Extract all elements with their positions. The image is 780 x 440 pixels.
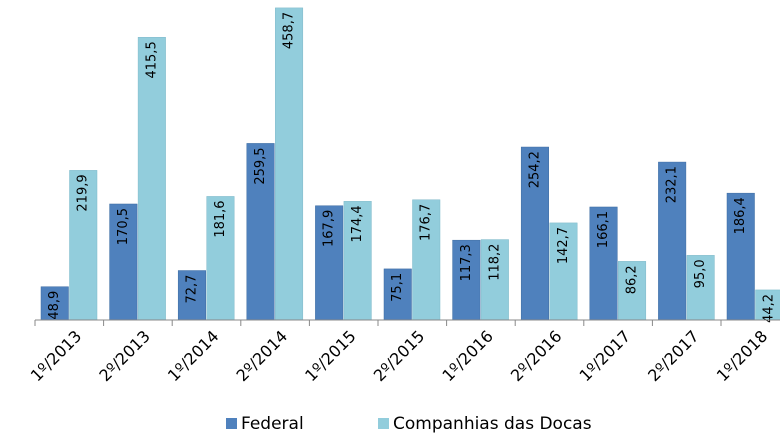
bar <box>686 255 715 321</box>
data-label: 415,5 <box>144 41 159 78</box>
bar <box>658 161 687 321</box>
x-tick-label: 1º/2014 <box>164 327 223 386</box>
bar <box>412 199 441 321</box>
data-label: 167,9 <box>322 210 337 247</box>
data-label: 170,5 <box>116 208 131 245</box>
data-label: 259,5 <box>253 147 268 184</box>
bar <box>246 143 275 321</box>
data-label: 181,6 <box>213 200 228 237</box>
data-label: 186,4 <box>733 197 748 234</box>
bar <box>206 196 235 321</box>
x-tick-label: 2º/2013 <box>95 327 154 386</box>
bar <box>726 192 755 321</box>
legend-swatch <box>378 418 389 429</box>
x-tick-label: 2º/2014 <box>233 327 292 386</box>
data-label: 95,0 <box>693 259 708 288</box>
bar <box>343 201 372 321</box>
data-label: 72,7 <box>184 275 199 304</box>
bar <box>109 203 138 321</box>
bar <box>69 170 98 321</box>
legend-label: Companhias das Docas <box>393 414 592 434</box>
x-tick-label: 1º/2015 <box>301 327 360 386</box>
data-label: 75,1 <box>390 273 405 302</box>
x-tick-label: 1º/2016 <box>438 327 497 386</box>
data-label: 86,2 <box>625 265 640 294</box>
bar <box>275 7 304 321</box>
data-label: 166,1 <box>596 211 611 248</box>
data-label: 232,1 <box>665 166 680 203</box>
x-tick-label: 1º/2018 <box>713 327 772 386</box>
x-tick-label: 1º/2017 <box>576 327 635 386</box>
x-tick-label: 2º/2015 <box>370 327 429 386</box>
bar <box>40 286 69 321</box>
bar <box>315 205 344 321</box>
data-label: 176,7 <box>419 204 434 241</box>
data-label: 458,7 <box>282 12 297 49</box>
x-tick-label: 1º/2013 <box>27 327 86 386</box>
bar <box>137 37 166 321</box>
data-label: 219,9 <box>76 174 91 211</box>
x-tick-label: 2º/2016 <box>507 327 566 386</box>
data-label: 142,7 <box>556 227 571 264</box>
x-tick-label: 2º/2017 <box>644 327 703 386</box>
bar <box>520 146 549 321</box>
data-label: 254,2 <box>527 151 542 188</box>
legend-label: Federal <box>241 414 304 434</box>
bar <box>755 289 780 321</box>
data-label: 48,9 <box>47 291 62 320</box>
bar <box>618 261 647 321</box>
bar <box>480 239 509 321</box>
legend-swatch <box>226 418 237 429</box>
data-label: 174,4 <box>350 205 365 242</box>
bar <box>549 222 578 321</box>
bar <box>177 270 206 321</box>
data-label: 44,2 <box>762 294 777 323</box>
bar <box>383 268 412 321</box>
data-label: 117,3 <box>459 244 474 281</box>
data-label: 118,2 <box>487 244 502 281</box>
